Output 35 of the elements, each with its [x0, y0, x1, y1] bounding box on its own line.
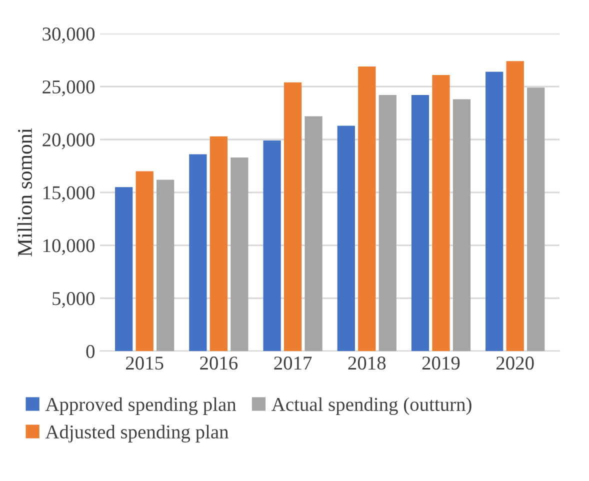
- y-tick-label: 20,000: [42, 133, 95, 150]
- x-tick-label: 2019: [422, 356, 460, 370]
- bar: [230, 157, 248, 352]
- legend-label: Adjusted spending plan: [45, 424, 229, 443]
- bar: [358, 66, 376, 352]
- bar: [337, 126, 355, 352]
- x-tick-label: 2016: [200, 356, 238, 370]
- y-tick-label: 25,000: [42, 80, 95, 96]
- y-axis-title: Million somoni: [17, 128, 32, 256]
- bar: [136, 171, 154, 352]
- bar: [378, 95, 396, 352]
- bar: [156, 180, 174, 352]
- bar: [263, 140, 281, 352]
- y-tick-label: 30,000: [42, 27, 95, 44]
- bar: [189, 154, 207, 352]
- y-tick-label: 0: [86, 344, 95, 358]
- bar: [486, 72, 504, 352]
- bar: [527, 88, 545, 352]
- bar: [452, 99, 471, 352]
- bar: [304, 116, 322, 352]
- x-tick-label: 2015: [126, 356, 164, 370]
- bar: [506, 61, 524, 352]
- y-tick-label: 10,000: [44, 239, 95, 256]
- y-tick-label: 15,000: [44, 186, 95, 202]
- x-tick-label: 2020: [496, 356, 534, 370]
- bar: [115, 187, 133, 352]
- x-tick-label: 2017: [274, 356, 312, 370]
- bar: [411, 95, 430, 352]
- legend-label: Actual spending (outturn): [272, 397, 472, 416]
- x-tick-label: 2018: [348, 356, 386, 370]
- bar: [432, 74, 450, 352]
- bar: [284, 82, 302, 352]
- y-tick-label: 5,000: [52, 292, 95, 308]
- bar: [210, 136, 228, 352]
- legend-label: Approved spending plan: [45, 397, 236, 416]
